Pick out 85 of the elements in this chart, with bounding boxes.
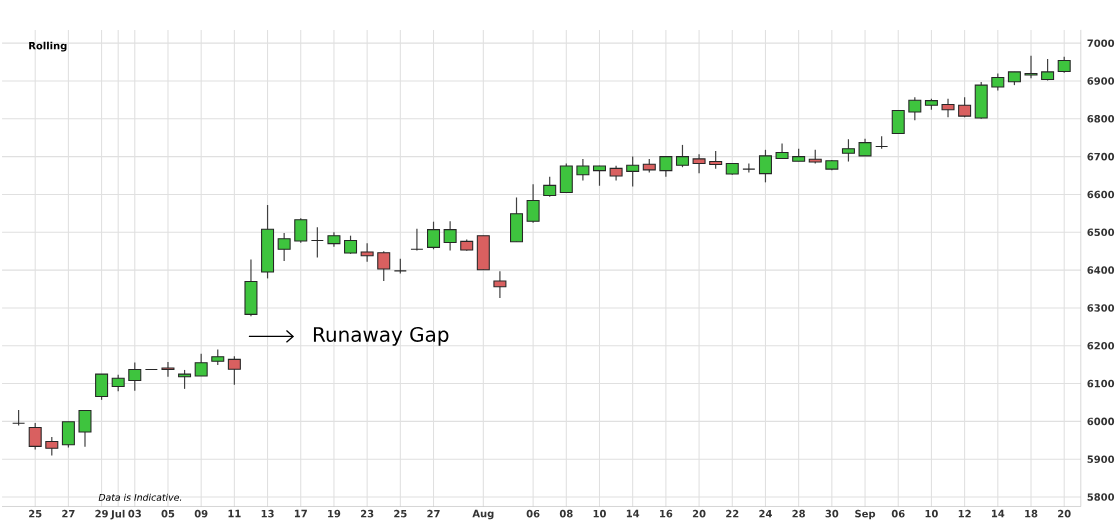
candlestick: [95, 373, 109, 401]
x-tick-label: 09: [194, 509, 208, 518]
x-tick-label: 12: [958, 509, 971, 518]
candlestick: [891, 109, 905, 134]
y-tick-label: 7000: [1087, 39, 1115, 47]
x-tick-label: 20: [1058, 509, 1071, 518]
x-tick-label: 18: [1025, 509, 1038, 518]
candlestick: [443, 220, 457, 251]
x-tick-label: 08: [559, 509, 573, 518]
candlestick: [45, 436, 59, 456]
candlestick: [277, 232, 291, 262]
candlestick: [692, 153, 706, 174]
x-tick-label: 16: [660, 509, 673, 518]
x-tick-label: 25: [29, 509, 42, 518]
y-tick-label: 6200: [1087, 341, 1115, 350]
y-tick-label: 6800: [1087, 114, 1115, 123]
candlestick: [576, 158, 590, 181]
candlestick: [493, 270, 507, 299]
candlestick: [227, 355, 241, 386]
candlestick: [410, 228, 424, 251]
candlestick: [841, 138, 855, 162]
candlestick: [427, 220, 441, 250]
candlestick: [626, 155, 640, 187]
x-tick-label: 14: [992, 509, 1005, 517]
y-tick-label: 6400: [1087, 266, 1115, 274]
y-tick-label: 6700: [1087, 152, 1115, 161]
x-tick-label: 29: [95, 509, 108, 518]
x-tick-label: 30: [825, 509, 839, 518]
candlestick: [675, 144, 689, 168]
candlestick: [128, 361, 142, 392]
x-tick-label: 28: [792, 509, 805, 518]
candlestick: [941, 97, 955, 118]
candlestick: [78, 409, 92, 448]
x-tick-label: 27: [62, 509, 75, 518]
y-tick-label: 5900: [1087, 455, 1115, 463]
x-tick-label: 05: [161, 509, 175, 518]
y-tick-label: 6900: [1087, 76, 1115, 85]
y-tick-label: 6300: [1087, 303, 1115, 312]
candlestick: [775, 142, 789, 159]
candlestick: [659, 155, 673, 178]
candlestick: [61, 420, 75, 448]
y-tick-label: 5800: [1087, 493, 1115, 501]
x-tick-label: 14: [626, 509, 640, 517]
candlestick: [908, 96, 922, 121]
x-tick-label: 06: [891, 509, 905, 518]
candlestick: [592, 164, 606, 187]
x-tick-label: 13: [261, 509, 274, 518]
candlestick: [344, 234, 358, 255]
candlestick: [377, 250, 391, 282]
candlestick: [526, 183, 540, 224]
x-tick-label: 23: [360, 509, 374, 518]
candlestick: [360, 242, 374, 263]
candlestick: [194, 352, 208, 377]
x-tick-label: 10: [925, 509, 938, 518]
y-tick-label: 6100: [1087, 379, 1115, 388]
annotation: Data is Indicative.: [98, 493, 182, 501]
candlestick: [543, 175, 557, 198]
x-tick-label: 27: [427, 509, 440, 518]
x-tick-label: 10: [593, 509, 606, 518]
x-tick-label: 03: [128, 509, 141, 518]
y-tick-label: 6000: [1087, 417, 1115, 425]
x-tick-label: Aug: [472, 509, 494, 520]
x-tick-label: 25: [394, 509, 407, 518]
candlestick: [294, 217, 308, 244]
y-tick-label: 6500: [1087, 228, 1115, 236]
candlestick: [178, 369, 192, 390]
x-tick-label: 11: [228, 509, 241, 517]
candlestick: [1041, 58, 1055, 81]
x-tick-label: 19: [328, 509, 341, 518]
x-tick-label: Jul: [110, 509, 125, 520]
annotation: Runaway Gap: [313, 326, 449, 346]
candlestick: [28, 422, 42, 450]
x-tick-label: 22: [726, 509, 739, 518]
candlestick: [742, 162, 756, 173]
x-tick-label: Sep: [855, 509, 876, 520]
x-tick-label: 17: [294, 509, 307, 517]
candlestick: [161, 361, 175, 378]
candlestick: [310, 226, 324, 258]
y-tick-label: 6600: [1087, 190, 1115, 198]
candlestick: [1024, 54, 1038, 79]
x-tick-label: 06: [526, 509, 540, 518]
candlestick: [758, 148, 772, 183]
text: Rolling: [29, 41, 67, 52]
x-tick-label: 24: [759, 509, 772, 518]
x-tick-label: 20: [692, 509, 706, 518]
